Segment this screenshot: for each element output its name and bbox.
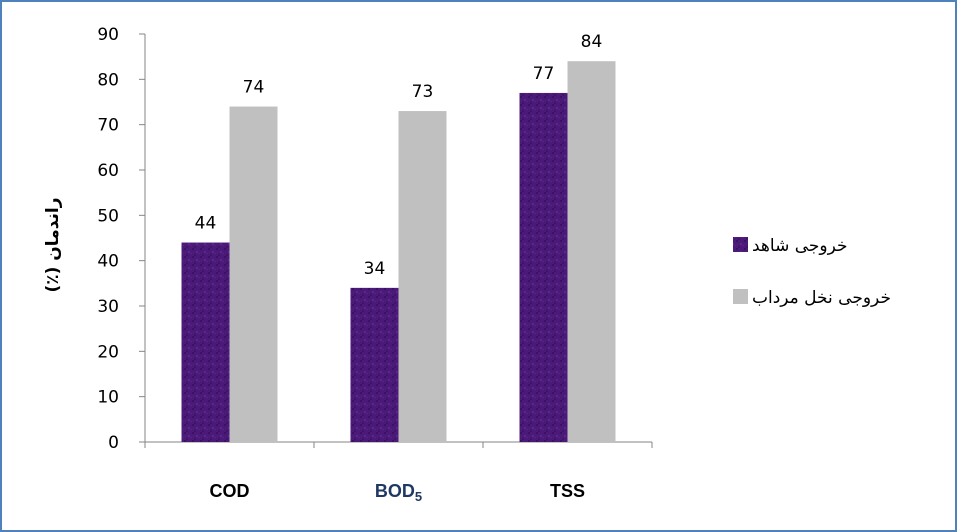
- bar-cod-series-2: [229, 106, 278, 443]
- y-tick-label: 30: [97, 297, 119, 317]
- y-axis-label: راندمان (٪): [43, 197, 63, 292]
- bar-tss-series-1: [519, 92, 568, 442]
- bar-cod-series-1: [181, 242, 230, 442]
- legend-label-series-1: خروجی شاهد: [752, 236, 848, 256]
- bar-bod-series-1: [350, 287, 399, 442]
- x-category-label: BOD5: [375, 481, 422, 504]
- y-tick-label: 40: [97, 252, 119, 272]
- data-labels-layer: 44 74 34 73 77 84: [195, 32, 603, 279]
- bar-tss-series-2: [567, 61, 616, 442]
- data-label: 34: [364, 259, 386, 279]
- data-label: 84: [581, 32, 603, 52]
- y-tick-label: 60: [97, 161, 119, 181]
- y-tick-label: 50: [97, 206, 119, 226]
- legend-swatch-series-2: [733, 289, 748, 304]
- legend: خروجی شاهد خروجی نخل مرداب: [733, 236, 891, 308]
- legend-swatch-series-1: [733, 237, 748, 252]
- legend-label-series-2: خروجی نخل مرداب: [752, 288, 891, 308]
- bar-bod-series-2: [398, 111, 447, 443]
- y-tick-label: 90: [97, 25, 119, 45]
- x-category-label: TSS: [550, 481, 585, 501]
- y-tick-label: 20: [97, 342, 119, 362]
- data-label: 73: [412, 82, 434, 102]
- data-label: 44: [195, 214, 217, 234]
- y-tick-label: 80: [97, 70, 119, 90]
- bars-layer: [181, 61, 616, 443]
- y-tick-label: 0: [108, 433, 119, 453]
- axes: 0 10 20 30 40 50 60 70 80 90 COD BOD5 TSS: [97, 25, 653, 504]
- data-label: 74: [243, 78, 265, 98]
- x-category-subscript: 5: [415, 489, 422, 504]
- y-tick-label: 10: [97, 388, 119, 408]
- y-tick-label: 70: [97, 116, 119, 136]
- x-category-label: COD: [210, 481, 250, 501]
- data-label: 77: [533, 64, 555, 84]
